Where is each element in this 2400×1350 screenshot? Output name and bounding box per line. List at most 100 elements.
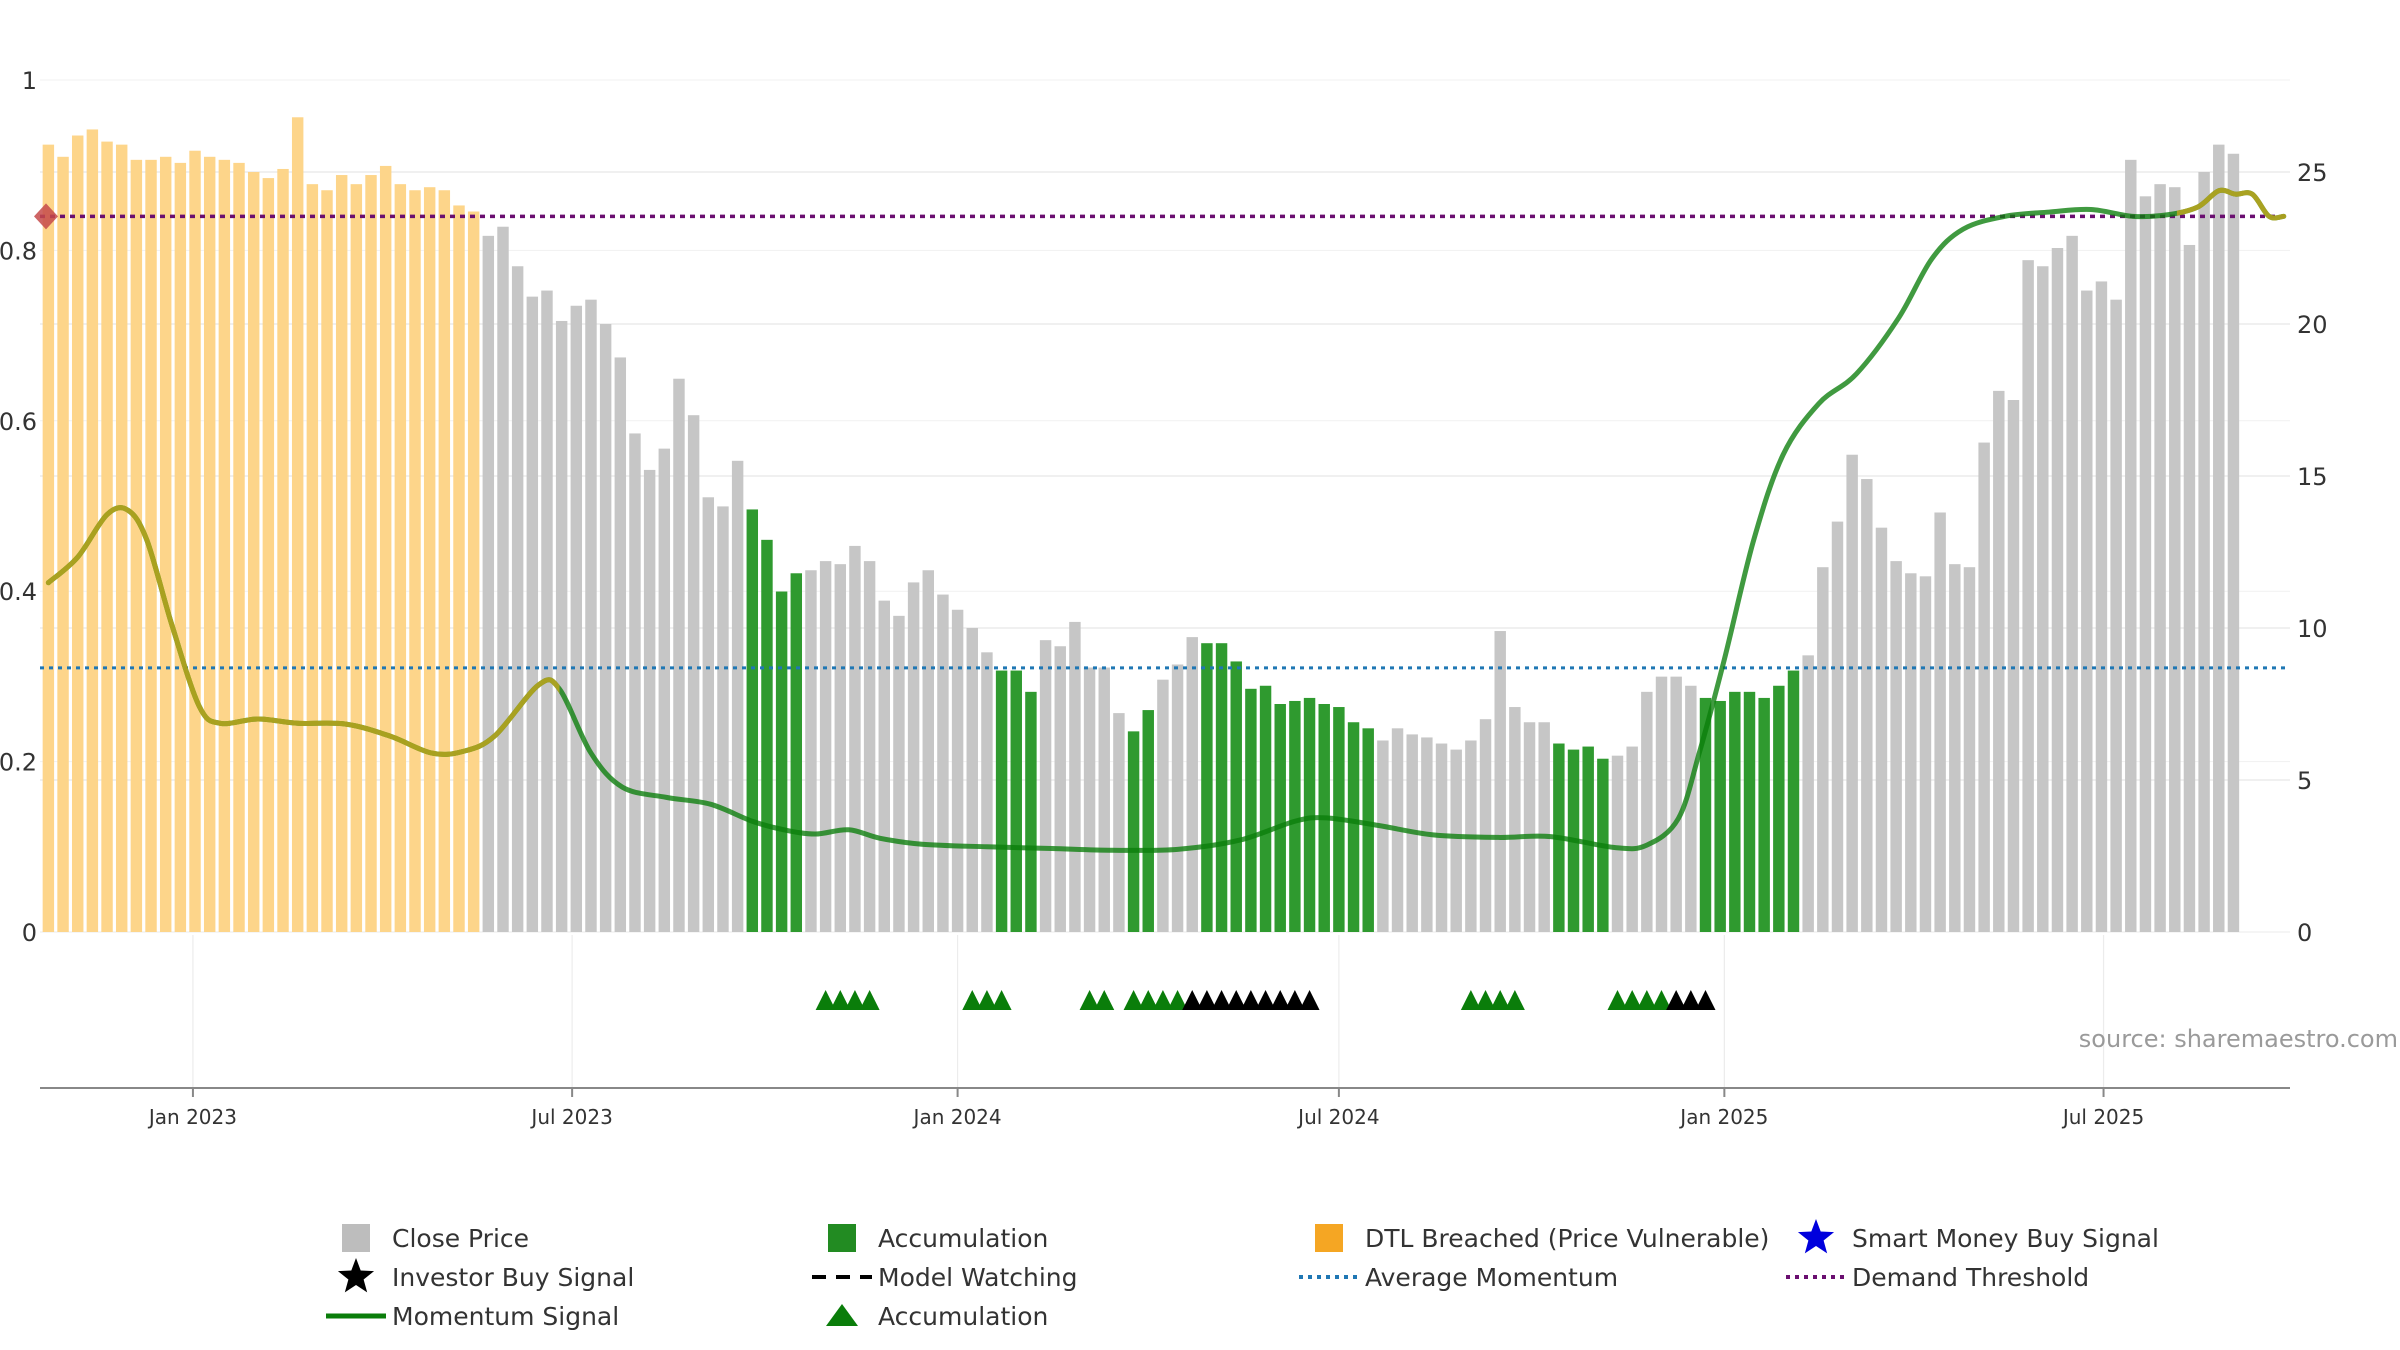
accumulation-triangle	[1152, 990, 1173, 1010]
price-bar	[71, 135, 84, 932]
price-bar	[1201, 643, 1213, 932]
price-bar	[1186, 637, 1198, 932]
price-bar	[1802, 655, 1814, 932]
price-bar	[1010, 670, 1022, 932]
left-tick-label: 1	[22, 67, 37, 95]
accumulation-triangle	[1622, 990, 1643, 1010]
price-bar	[1641, 691, 1653, 932]
legend-item: Smart Money Buy Signal	[1797, 1219, 2159, 1254]
price-bar	[394, 184, 407, 932]
legend-triangle-icon	[826, 1304, 858, 1326]
legend-label: Momentum Signal	[392, 1302, 619, 1331]
price-bar	[203, 156, 216, 933]
price-bar	[277, 168, 289, 932]
accumulation-triangle	[1607, 990, 1628, 1010]
right-tick-label: 5	[2297, 767, 2312, 795]
price-bar	[130, 159, 143, 933]
legend-label: Close Price	[392, 1224, 529, 1253]
price-bar	[541, 290, 553, 932]
price-bar	[790, 573, 803, 932]
investor-triangle	[1255, 990, 1276, 1010]
legend-square-swatch	[828, 1224, 856, 1252]
price-bar	[438, 190, 451, 933]
price-bar	[746, 509, 759, 932]
legend: Close Price Accumulation DTL Breached (Pri…	[326, 1219, 2159, 1331]
axes: Jan 2023 Jul 2023 Jan 2024 Jul 2024 Jan 2025…	[0, 67, 2328, 1129]
legend-label: Accumulation	[878, 1302, 1048, 1331]
price-bar	[1479, 719, 1492, 932]
price-bar	[555, 320, 568, 933]
price-bar	[379, 165, 392, 933]
x-tick-label: Jan 2023	[147, 1105, 237, 1129]
investor-triangle	[1240, 990, 1261, 1010]
price-bar	[570, 305, 583, 932]
right-tick-label: 10	[2297, 615, 2328, 643]
price-bar	[174, 162, 187, 932]
threshold-marker	[34, 203, 58, 230]
price-bar	[995, 670, 1008, 932]
accumulation-triangle	[830, 990, 851, 1010]
price-bar	[365, 175, 377, 933]
price-bar	[966, 628, 978, 932]
price-bar	[1831, 521, 1844, 932]
price-bar	[1743, 691, 1756, 932]
price-bar	[1655, 676, 1668, 932]
price-bar	[2183, 244, 2196, 932]
price-bar	[453, 205, 465, 932]
legend-label: DTL Breached (Price Vulnerable)	[1365, 1224, 1769, 1253]
price-bar	[2213, 144, 2225, 932]
price-bar	[1978, 442, 1990, 932]
price-bar	[585, 299, 597, 932]
price-bar	[687, 415, 700, 932]
price-bar	[1861, 479, 1873, 932]
price-bar	[1303, 697, 1316, 932]
accumulation-triangle	[976, 990, 997, 1010]
price-bar	[1083, 667, 1096, 932]
price-bar	[702, 497, 715, 932]
legend-item: Close Price	[342, 1224, 529, 1253]
left-tick-label: 0	[22, 919, 37, 947]
investor-triangle	[1182, 990, 1203, 1010]
price-bar	[2227, 153, 2240, 932]
price-bar	[1817, 567, 1829, 932]
legend-star-icon	[1797, 1219, 1835, 1254]
legend-label: Investor Buy Signal	[392, 1263, 634, 1292]
accumulation-triangle	[1167, 990, 1188, 1010]
price-bar	[2037, 266, 2049, 932]
investor-triangle	[1270, 990, 1291, 1010]
price-bar	[1875, 527, 1888, 932]
price-bar	[1142, 710, 1154, 932]
price-bar	[2169, 187, 2181, 932]
price-bar	[951, 609, 964, 932]
price-bar	[1890, 561, 1902, 932]
price-bar	[1259, 685, 1272, 932]
price-bar	[2007, 400, 2020, 932]
price-bar	[1993, 390, 2005, 932]
investor-triangle	[1226, 990, 1247, 1010]
x-tick-label: Jul 2023	[529, 1105, 612, 1129]
price-bar	[511, 266, 524, 932]
price-bar	[805, 570, 817, 932]
accumulation-triangle	[1504, 990, 1525, 1010]
price-bar	[1934, 512, 1946, 932]
price-bar	[423, 187, 436, 932]
price-bar	[42, 144, 55, 932]
price-bar	[2198, 172, 2210, 932]
legend-label: Average Momentum	[1365, 1263, 1618, 1292]
price-bar	[1098, 667, 1110, 932]
investor-triangle	[1299, 990, 1320, 1010]
legend-square-swatch	[342, 1224, 370, 1252]
price-bar	[1347, 722, 1360, 932]
price-bar	[2095, 281, 2108, 932]
right-tick-label: 0	[2297, 919, 2312, 947]
accumulation-triangle	[1138, 990, 1159, 1010]
accumulation-triangle	[991, 990, 1012, 1010]
price-bar	[218, 159, 231, 933]
price-bar	[819, 561, 832, 932]
price-bar	[643, 469, 656, 932]
right-tick-label: 15	[2297, 463, 2328, 491]
price-bar	[1523, 722, 1536, 932]
price-bar	[1949, 564, 1961, 932]
accumulation-triangle	[1651, 990, 1672, 1010]
